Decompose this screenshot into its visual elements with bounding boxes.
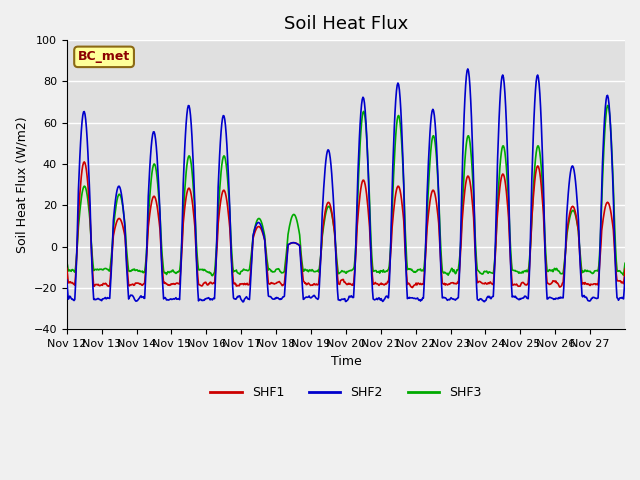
SHF1 <box>129 281 137 287</box>
Legend: SHF1, SHF2, SHF3: SHF1, SHF2, SHF3 <box>205 381 486 404</box>
SHF1 <box>232 281 239 287</box>
SHF3 <box>129 267 136 273</box>
SHF1 <box>436 248 444 253</box>
Title: Soil Heat Flux: Soil Heat Flux <box>284 15 408 33</box>
SHF2 <box>231 296 239 301</box>
SHF3 <box>209 273 216 278</box>
SHF2 <box>259 230 267 236</box>
SHF3 <box>259 226 267 232</box>
SHF3 <box>232 268 239 274</box>
SHF1 <box>259 232 267 238</box>
SHF1 <box>81 159 88 165</box>
SHF2 <box>280 293 288 299</box>
SHF3 <box>63 259 70 264</box>
SHF2 <box>404 295 412 300</box>
SHF2 <box>436 221 444 227</box>
SHF3 <box>436 213 444 218</box>
SHF3 <box>404 266 412 272</box>
SHF1 <box>409 285 417 290</box>
SHF1 <box>63 265 70 271</box>
Text: BC_met: BC_met <box>78 50 130 63</box>
SHF2 <box>239 299 247 305</box>
SHF2 <box>464 66 472 72</box>
SHF3 <box>621 261 629 266</box>
Line: SHF2: SHF2 <box>67 69 625 302</box>
SHF1 <box>404 280 412 286</box>
SHF1 <box>621 266 629 272</box>
Line: SHF3: SHF3 <box>67 106 625 276</box>
X-axis label: Time: Time <box>330 355 361 368</box>
SHF3 <box>604 103 611 108</box>
Y-axis label: Soil Heat Flux (W/m2): Soil Heat Flux (W/m2) <box>15 117 28 253</box>
SHF2 <box>129 292 136 298</box>
SHF2 <box>63 277 70 283</box>
SHF2 <box>621 275 629 280</box>
Line: SHF1: SHF1 <box>67 162 625 288</box>
SHF1 <box>280 281 288 287</box>
SHF3 <box>280 268 288 274</box>
